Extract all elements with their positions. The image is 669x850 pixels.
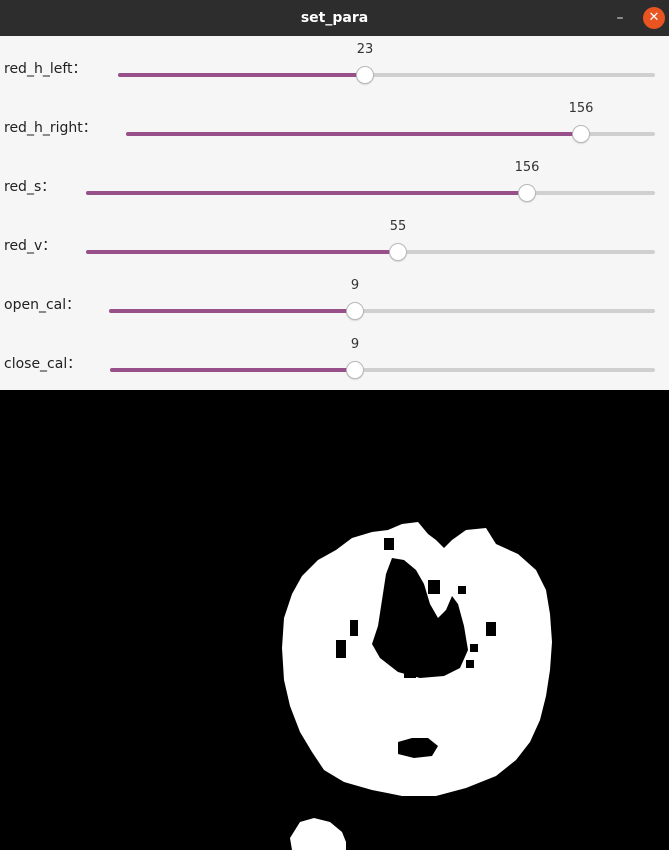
slider-value: 9 [350, 337, 360, 352]
slider-panel: red_h_left： 23 red_h_right： 156 red_s： 1… [0, 36, 669, 390]
slider-fill [110, 368, 355, 372]
slider-row-open-cal: open_cal： 9 [0, 272, 669, 331]
window-title: set_para [300, 10, 369, 26]
slider-label: open_cal： [4, 297, 81, 313]
slider-handle[interactable] [346, 361, 364, 379]
slider-fill [109, 309, 355, 313]
slider-row-red-h-right: red_h_right： 156 [0, 95, 669, 154]
binary-mask-image [0, 390, 669, 850]
close-button[interactable]: ✕ [643, 7, 665, 29]
slider-handle[interactable] [389, 243, 407, 261]
slider-label: red_h_left： [4, 61, 87, 77]
minimize-button[interactable]: – [616, 10, 624, 26]
slider-row-close-cal: close_cal： 9 [0, 331, 669, 390]
slider-row-red-h-left: red_h_left： 23 [0, 36, 669, 95]
slider-fill [126, 132, 581, 136]
threshold-mask-view [0, 390, 669, 850]
slider-value: 9 [350, 278, 360, 293]
slider-fill [86, 250, 398, 254]
slider-label: red_s： [4, 179, 56, 195]
slider-row-red-v: red_v： 55 [0, 213, 669, 272]
slider-value: 23 [356, 42, 374, 57]
slider-fill [118, 73, 365, 77]
slider-label: red_h_right： [4, 120, 97, 136]
slider-track[interactable] [110, 368, 655, 372]
slider-value: 55 [389, 219, 407, 234]
slider-handle[interactable] [356, 66, 374, 84]
slider-handle[interactable] [572, 125, 590, 143]
slider-fill [86, 191, 527, 195]
title-bar: set_para – ✕ [0, 0, 669, 36]
slider-label: red_v： [4, 238, 57, 254]
slider-track[interactable] [109, 309, 655, 313]
slider-row-red-s: red_s： 156 [0, 154, 669, 213]
slider-value: 156 [568, 101, 594, 116]
slider-handle[interactable] [346, 302, 364, 320]
slider-handle[interactable] [518, 184, 536, 202]
slider-label: close_cal： [4, 356, 82, 372]
slider-track[interactable] [118, 73, 655, 77]
slider-value: 156 [514, 160, 540, 175]
